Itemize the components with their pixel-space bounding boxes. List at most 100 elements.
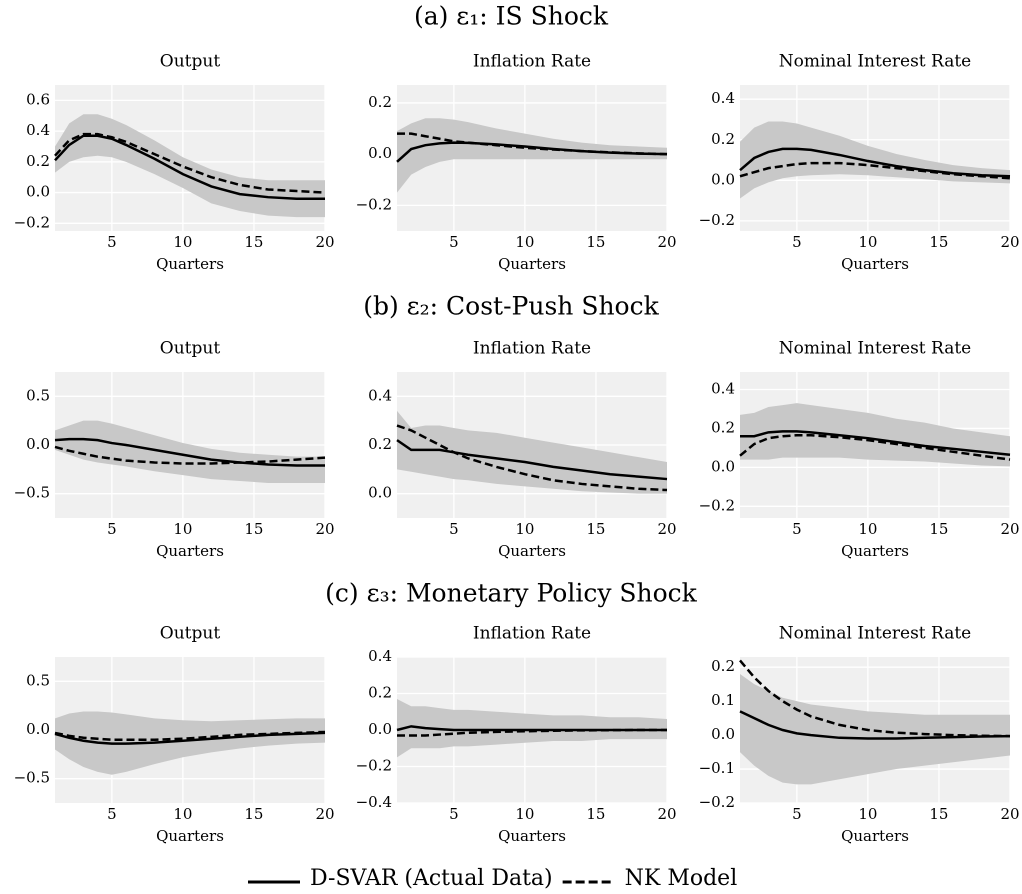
x-tick-label: 5 xyxy=(449,233,459,251)
x-tick-label: 10 xyxy=(173,233,192,251)
x-tick-label: 20 xyxy=(657,520,676,538)
series-line xyxy=(396,439,668,481)
x-tick-label: 15 xyxy=(244,520,263,538)
x-tick-label: 20 xyxy=(315,805,334,823)
y-tick-label: 0.4 xyxy=(711,89,735,107)
chart-title: Output xyxy=(160,624,221,644)
y-tick-label: 0.2 xyxy=(26,152,50,170)
x-tick-label: 5 xyxy=(792,233,802,251)
x-tick-label: 20 xyxy=(315,520,334,538)
confidence-band xyxy=(55,420,325,483)
y-tick-label: 0.2 xyxy=(368,684,392,702)
x-tick-label: 20 xyxy=(315,233,334,251)
x-axis-label: Quarters xyxy=(841,827,909,845)
section-title: (a) ε₁: IS Shock xyxy=(414,2,609,31)
x-tick-label: 10 xyxy=(515,805,534,823)
series-line xyxy=(54,730,326,741)
confidence-band xyxy=(55,711,325,775)
y-tick-label: 0.0 xyxy=(368,720,392,738)
x-tick-label: 10 xyxy=(515,520,534,538)
y-tick-label: 0.0 xyxy=(368,144,392,162)
y-tick-label: 0.2 xyxy=(368,435,392,453)
x-tick-label: 15 xyxy=(586,805,605,823)
x-tick-label: 20 xyxy=(1000,805,1019,823)
x-axis-label: Quarters xyxy=(841,255,909,273)
x-tick-label: 5 xyxy=(792,805,802,823)
series-line xyxy=(396,424,668,492)
x-tick-label: 15 xyxy=(586,233,605,251)
legend-label: NK Model xyxy=(625,866,738,891)
x-tick-label: 5 xyxy=(107,520,117,538)
legend-label: D-SVAR (Actual Data) xyxy=(310,866,553,891)
x-tick-label: 10 xyxy=(515,233,534,251)
x-axis-label: Quarters xyxy=(498,255,566,273)
series-line xyxy=(54,132,326,194)
x-tick-label: 15 xyxy=(929,520,948,538)
y-tick-label: 0.4 xyxy=(368,647,392,665)
y-tick-label: 0.0 xyxy=(368,484,392,502)
confidence-band xyxy=(397,698,667,758)
x-axis-label: Quarters xyxy=(498,542,566,560)
series-line xyxy=(397,132,668,156)
x-tick-label: 15 xyxy=(244,233,263,251)
y-tick-label: −0.5 xyxy=(14,484,50,502)
y-tick-label: 0.0 xyxy=(26,183,50,201)
y-tick-label: 0.4 xyxy=(711,380,735,398)
x-tick-label: 10 xyxy=(858,805,877,823)
series-line xyxy=(54,445,326,465)
x-tick-label: 10 xyxy=(173,805,192,823)
y-tick-label: 0.0 xyxy=(711,170,735,188)
confidence-band xyxy=(740,673,1010,785)
y-tick-label: 0.2 xyxy=(711,657,735,675)
y-tick-label: 0.6 xyxy=(26,90,50,108)
y-tick-label: 0.2 xyxy=(711,418,735,436)
y-tick-label: 0.5 xyxy=(26,386,50,404)
series-line xyxy=(739,147,1011,178)
series-line xyxy=(54,134,325,200)
confidence-band xyxy=(397,118,667,193)
x-tick-label: 5 xyxy=(107,805,117,823)
x-tick-label: 5 xyxy=(792,520,802,538)
section-title: (b) ε₂: Cost-Push Shock xyxy=(363,292,659,321)
chart-title: Inflation Rate xyxy=(473,624,591,644)
y-tick-label: −0.2 xyxy=(14,213,50,231)
series-line xyxy=(739,710,1011,740)
x-axis-label: Quarters xyxy=(156,827,224,845)
series-line xyxy=(739,659,1011,738)
chart-title: Output xyxy=(160,52,221,72)
series-line xyxy=(54,731,326,745)
y-tick-label: 0.4 xyxy=(368,386,392,404)
series-line xyxy=(396,725,667,732)
y-tick-label: −0.2 xyxy=(699,211,735,229)
y-tick-label: 0.1 xyxy=(711,691,735,709)
y-tick-label: −0.2 xyxy=(356,757,392,775)
chart-title: Inflation Rate xyxy=(473,52,591,72)
y-tick-label: 0.5 xyxy=(26,671,50,689)
chart-title: Nominal Interest Rate xyxy=(779,52,972,72)
x-tick-label: 20 xyxy=(657,805,676,823)
y-tick-label: −0.2 xyxy=(356,195,392,213)
x-tick-label: 15 xyxy=(929,233,948,251)
x-tick-label: 5 xyxy=(449,520,459,538)
series-line xyxy=(740,430,1011,456)
series-line xyxy=(739,161,1011,180)
chart-title: Inflation Rate xyxy=(473,339,591,359)
y-tick-label: 0.0 xyxy=(26,720,50,738)
x-tick-label: 20 xyxy=(1000,520,1019,538)
chart-title: Nominal Interest Rate xyxy=(779,624,972,644)
section-title: (c) ε₃: Monetary Policy Shock xyxy=(325,579,698,608)
confidence-band xyxy=(740,121,1010,199)
y-tick-label: −0.5 xyxy=(14,769,50,787)
x-tick-label: 15 xyxy=(586,520,605,538)
y-tick-label: −0.2 xyxy=(699,793,735,811)
x-tick-label: 15 xyxy=(244,805,263,823)
y-tick-label: 0.2 xyxy=(711,130,735,148)
x-tick-label: 20 xyxy=(657,233,676,251)
chart-title: Nominal Interest Rate xyxy=(779,339,972,359)
series-line xyxy=(397,728,667,737)
y-tick-label: 0.0 xyxy=(711,457,735,475)
x-tick-label: 5 xyxy=(449,805,459,823)
series-line xyxy=(54,437,325,467)
x-tick-label: 15 xyxy=(929,805,948,823)
